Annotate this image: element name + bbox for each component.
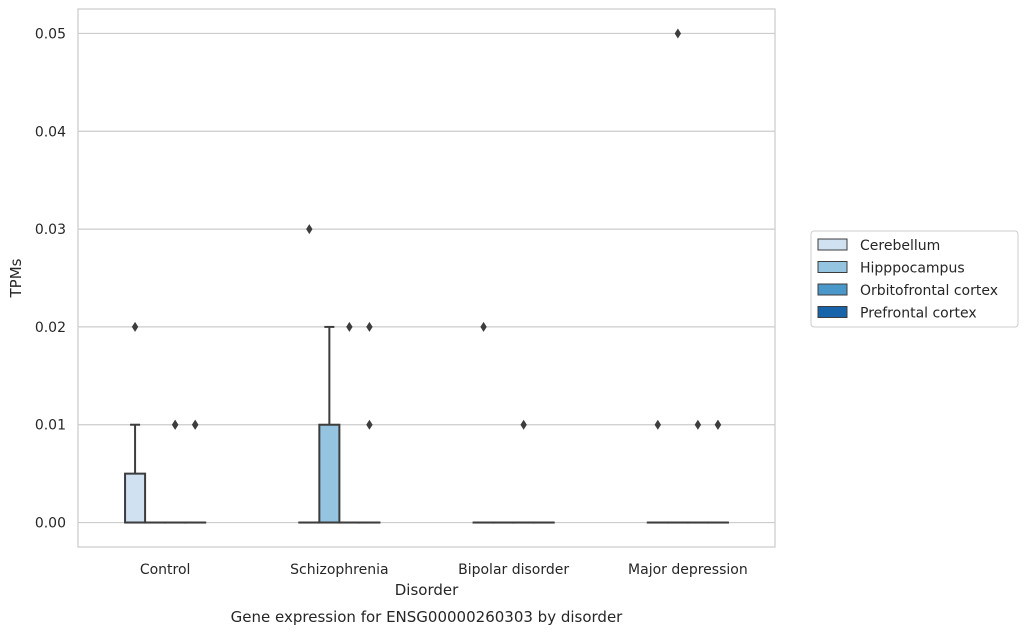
chart-title: Gene expression for ENSG00000260303 by d… — [231, 608, 624, 626]
y-tick-label: 0.01 — [35, 418, 66, 434]
legend-entry-label: Hipppocampus — [860, 261, 965, 277]
plot-background — [78, 9, 775, 547]
box-prefrontal-cortex — [706, 419, 729, 524]
y-tick-label: 0.05 — [35, 26, 66, 42]
legend-entry-label: Orbitofrontal cortex — [860, 283, 998, 299]
legend-swatch — [817, 283, 848, 296]
x-tick-label: Schizophrenia — [290, 562, 388, 578]
outlier-point — [714, 419, 722, 430]
box-body — [124, 472, 147, 524]
box-cerebellum — [124, 321, 147, 524]
plot-frame — [77, 8, 776, 548]
x-axis-label: Disorder — [395, 581, 459, 599]
outlier-point — [480, 321, 487, 332]
y-tick-label: 0.00 — [35, 516, 66, 532]
x-tick-label: Major depression — [628, 562, 748, 578]
legend-entry-label: Prefrontal cortex — [860, 306, 977, 322]
legend-entry-label: Cerebellum — [860, 238, 940, 254]
y-axis-ticks: 0.00 0.01 0.02 0.03 0.04 0.05 — [35, 26, 66, 531]
legend: Cerebellum Hipppocampus Orbitofrontal cort… — [810, 230, 1019, 328]
box-body — [318, 423, 341, 524]
legend-swatch — [817, 238, 848, 251]
outlier-point — [694, 419, 702, 430]
x-axis-ticks: Control Schizophrenia Bipolar disorder Majo… — [140, 562, 748, 578]
y-tick-label: 0.04 — [35, 124, 66, 140]
outlier-point — [674, 28, 682, 39]
boxes — [124, 28, 729, 524]
outlier-point — [131, 321, 139, 332]
outlier-point — [654, 419, 662, 430]
outlier-point — [520, 419, 527, 430]
outlier-point — [346, 321, 353, 332]
x-tick-label: Control — [140, 562, 191, 578]
box-prefrontal-cortex — [184, 419, 207, 524]
legend-swatch — [817, 306, 848, 318]
outlier-point — [366, 419, 373, 430]
legend-swatch — [817, 261, 848, 273]
y-axis-label: TPMs — [7, 258, 25, 298]
x-tick-label: Bipolar disorder — [458, 562, 569, 578]
box-prefrontal-cortex — [358, 321, 381, 524]
box-hipppocampus — [318, 325, 341, 524]
outlier-point — [306, 224, 313, 235]
y-tick-label: 0.02 — [35, 320, 66, 336]
outlier-point — [191, 419, 199, 430]
y-tick-label: 0.03 — [35, 222, 66, 238]
legend-frame — [810, 230, 1019, 328]
outlier-point — [171, 419, 179, 430]
outlier-point — [366, 321, 373, 332]
